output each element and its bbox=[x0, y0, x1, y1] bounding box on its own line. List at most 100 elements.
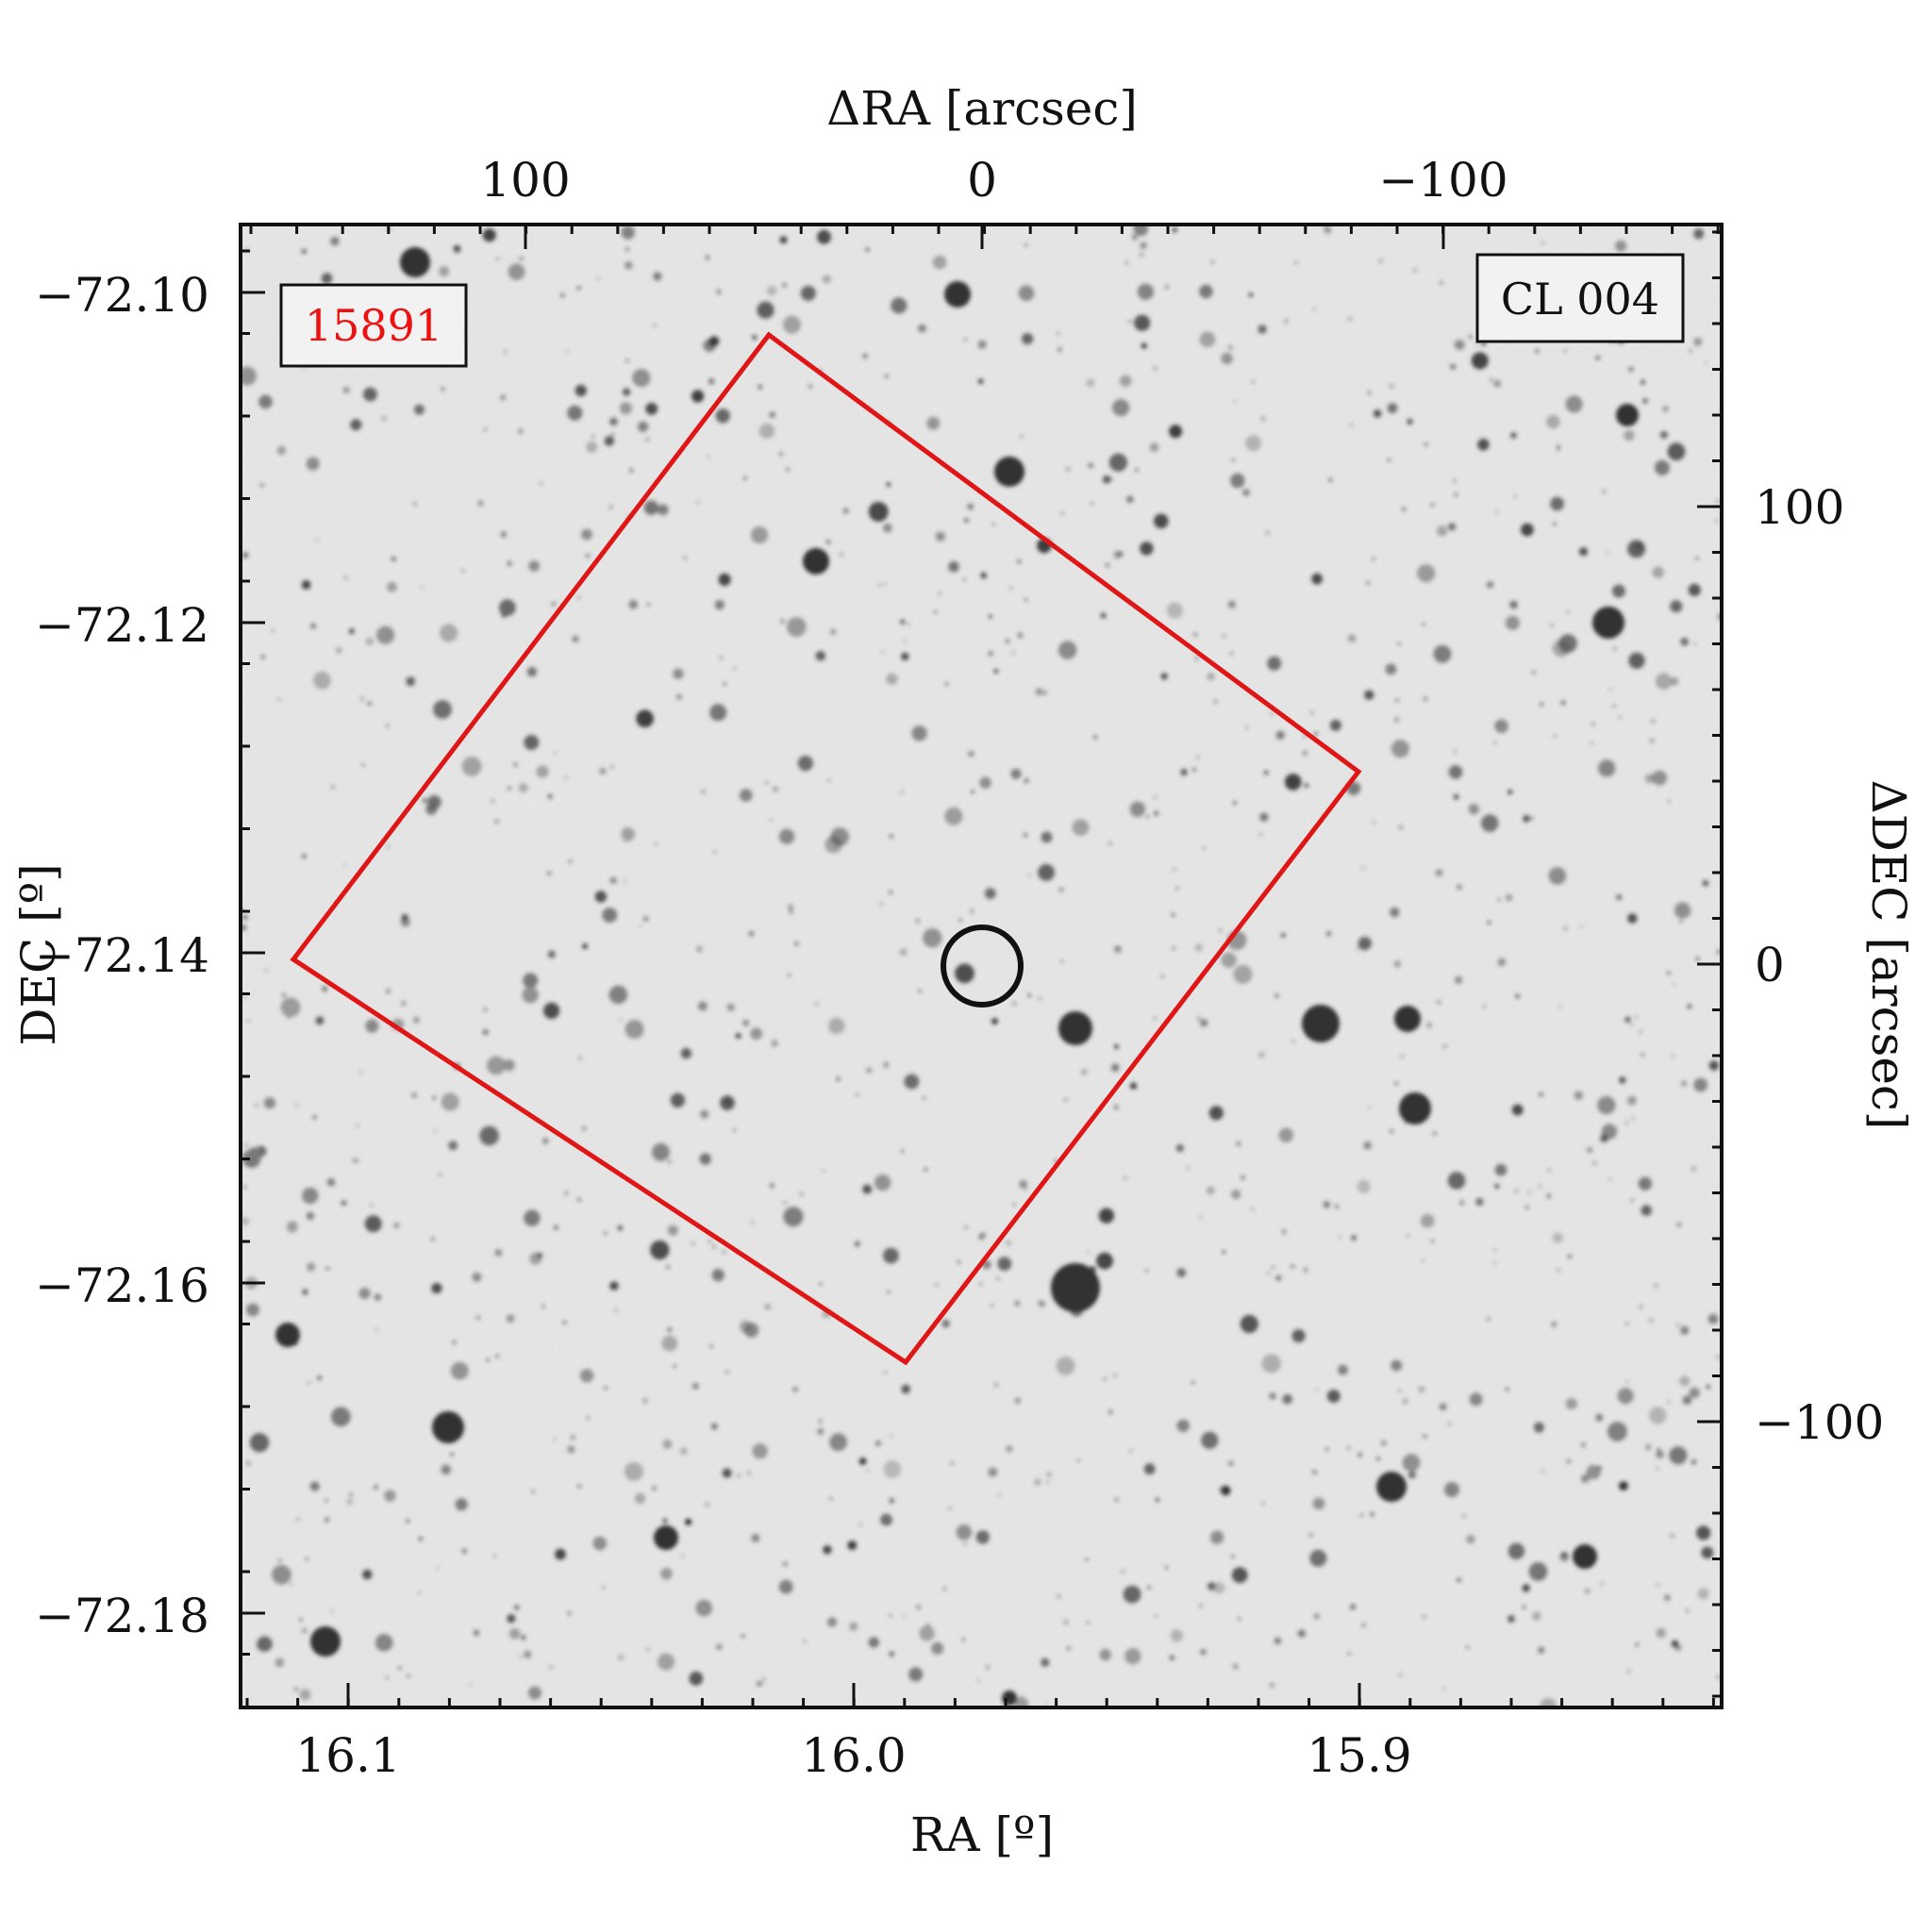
star bbox=[1240, 1314, 1258, 1334]
star bbox=[1625, 1121, 1628, 1124]
star bbox=[1092, 735, 1098, 740]
star bbox=[1361, 1623, 1367, 1627]
star bbox=[1113, 1105, 1119, 1110]
star bbox=[708, 336, 720, 346]
star bbox=[604, 1231, 608, 1235]
star bbox=[1154, 1614, 1158, 1618]
star bbox=[779, 236, 788, 244]
star bbox=[908, 1667, 924, 1682]
star bbox=[705, 255, 710, 260]
star bbox=[1607, 1422, 1627, 1441]
star bbox=[1628, 366, 1634, 373]
star bbox=[296, 1518, 300, 1522]
star bbox=[1695, 957, 1700, 961]
star bbox=[1230, 1189, 1241, 1200]
star bbox=[836, 1076, 841, 1081]
star bbox=[1222, 634, 1226, 638]
star bbox=[1060, 959, 1064, 963]
star bbox=[1133, 225, 1148, 237]
star bbox=[575, 384, 587, 397]
top-tick-label-0: 100 bbox=[480, 153, 570, 208]
star bbox=[414, 404, 425, 415]
star bbox=[1639, 1305, 1643, 1309]
star bbox=[1670, 677, 1679, 686]
star bbox=[582, 943, 588, 950]
star bbox=[547, 793, 553, 799]
left-axis-title: DEC [º] bbox=[11, 863, 66, 1045]
star bbox=[817, 229, 831, 244]
star bbox=[591, 434, 595, 439]
star bbox=[625, 247, 629, 252]
star bbox=[1291, 1264, 1295, 1269]
star bbox=[1453, 479, 1457, 482]
star bbox=[629, 468, 634, 473]
star bbox=[621, 225, 635, 240]
bright-star bbox=[1051, 1263, 1100, 1312]
star bbox=[1303, 734, 1307, 738]
star bbox=[1394, 717, 1400, 723]
left-tick-label-4: −72.18 bbox=[35, 1589, 209, 1643]
star bbox=[1436, 525, 1448, 537]
bright-star bbox=[310, 1626, 341, 1657]
star bbox=[1548, 867, 1567, 885]
star bbox=[1685, 1608, 1690, 1613]
star bbox=[1017, 559, 1022, 563]
star bbox=[1509, 600, 1518, 609]
star bbox=[1398, 1673, 1402, 1676]
star bbox=[769, 411, 776, 418]
star bbox=[722, 1468, 732, 1478]
star bbox=[955, 963, 974, 984]
star bbox=[923, 928, 942, 948]
star bbox=[1191, 767, 1197, 773]
star bbox=[1667, 800, 1671, 804]
star bbox=[1417, 564, 1436, 583]
star bbox=[393, 1223, 400, 1229]
star bbox=[662, 1518, 668, 1524]
star bbox=[1394, 1081, 1398, 1085]
star bbox=[699, 1153, 711, 1165]
star bbox=[1531, 1611, 1541, 1621]
star bbox=[1010, 768, 1022, 779]
star bbox=[1439, 1403, 1447, 1411]
star bbox=[1527, 1191, 1531, 1194]
star bbox=[1242, 489, 1250, 496]
star bbox=[1608, 1177, 1612, 1181]
star bbox=[1679, 920, 1683, 924]
star bbox=[524, 1209, 541, 1226]
star bbox=[1565, 1398, 1577, 1409]
star bbox=[1420, 1213, 1435, 1228]
star bbox=[962, 577, 966, 582]
star bbox=[786, 617, 807, 637]
star bbox=[1557, 1268, 1560, 1272]
star bbox=[1102, 475, 1111, 484]
star bbox=[1423, 1434, 1427, 1439]
star bbox=[1645, 1444, 1652, 1451]
star bbox=[890, 834, 893, 839]
star bbox=[479, 1125, 499, 1146]
star bbox=[1042, 691, 1048, 695]
star bbox=[789, 908, 793, 914]
star bbox=[697, 1001, 708, 1011]
star bbox=[1086, 1251, 1090, 1254]
star bbox=[1140, 242, 1147, 250]
star bbox=[1137, 283, 1154, 300]
star bbox=[1541, 241, 1545, 245]
star bbox=[880, 1513, 892, 1526]
star bbox=[901, 1149, 905, 1154]
star bbox=[1477, 439, 1490, 451]
star bbox=[1312, 308, 1316, 311]
star bbox=[1024, 777, 1029, 784]
star bbox=[680, 1447, 688, 1456]
star bbox=[967, 503, 974, 510]
star bbox=[244, 1143, 248, 1147]
star bbox=[306, 1262, 316, 1272]
bright-star bbox=[1573, 1544, 1597, 1569]
star bbox=[652, 1142, 670, 1161]
star bbox=[733, 667, 737, 671]
star bbox=[619, 402, 633, 415]
star bbox=[778, 828, 795, 844]
star bbox=[306, 457, 320, 471]
star bbox=[386, 724, 390, 728]
star bbox=[375, 1634, 393, 1652]
star bbox=[622, 388, 631, 396]
